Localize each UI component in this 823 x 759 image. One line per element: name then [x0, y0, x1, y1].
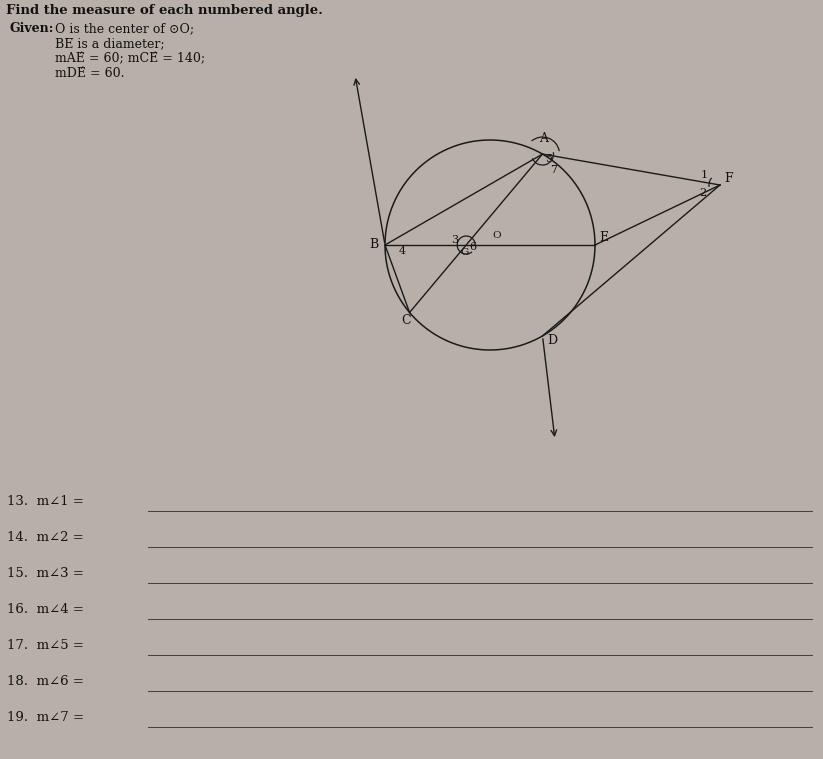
Text: 15.  m∠3 =: 15. m∠3 =	[7, 567, 84, 580]
Text: 3: 3	[451, 235, 458, 245]
Text: mDÊ = 60.: mDÊ = 60.	[55, 67, 124, 80]
Text: 17.  m∠5 =: 17. m∠5 =	[7, 639, 84, 652]
Text: 2: 2	[700, 188, 707, 198]
Text: 19.  m∠7 =: 19. m∠7 =	[7, 711, 84, 724]
Text: O: O	[493, 231, 501, 240]
Text: 14.  m∠2 =: 14. m∠2 =	[7, 531, 84, 544]
Text: 5: 5	[546, 154, 553, 164]
Text: 7: 7	[550, 165, 557, 175]
Text: 13.  m∠1 =: 13. m∠1 =	[7, 495, 84, 508]
Text: D: D	[547, 334, 557, 347]
Text: Find the measure of each numbered angle.: Find the measure of each numbered angle.	[6, 4, 323, 17]
Text: A: A	[539, 132, 548, 145]
Text: Given:: Given:	[10, 22, 54, 35]
Text: 16.  m∠4 =: 16. m∠4 =	[7, 603, 84, 616]
Text: 4: 4	[398, 246, 406, 256]
Text: mAÊ = 60; mCÊ = 140;: mAÊ = 60; mCÊ = 140;	[55, 52, 205, 65]
Text: F: F	[725, 172, 733, 185]
Text: C: C	[401, 314, 411, 327]
Text: 1: 1	[700, 170, 708, 180]
Text: BE̅ is a diameter;: BE̅ is a diameter;	[55, 37, 165, 50]
Text: G: G	[460, 248, 468, 257]
Text: 6: 6	[470, 242, 477, 252]
Text: O is the center of ⊙O;: O is the center of ⊙O;	[55, 22, 194, 35]
Text: 18.  m∠6 =: 18. m∠6 =	[7, 675, 84, 688]
Text: B: B	[370, 238, 379, 251]
Text: E: E	[599, 231, 608, 244]
